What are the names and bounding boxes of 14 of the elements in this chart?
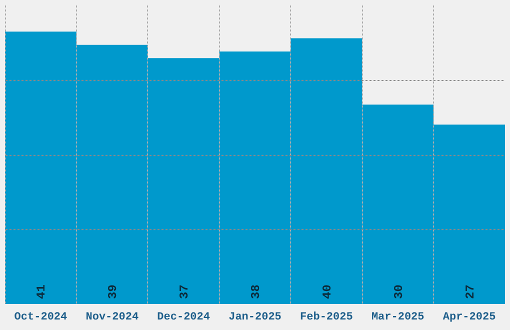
data-label: 30 — [392, 284, 406, 299]
x-tick-label: Oct-2024 — [14, 312, 68, 324]
data-label: 27 — [463, 284, 478, 299]
data-label: 41 — [34, 284, 49, 299]
data-label: 37 — [178, 284, 192, 299]
x-tick-label: Mar-2025 — [371, 312, 425, 324]
x-tick-label: Apr-2025 — [442, 312, 496, 324]
x-tick-label: Feb-2025 — [300, 312, 354, 324]
data-label: 39 — [106, 284, 120, 299]
x-tick-label: Nov-2024 — [86, 312, 139, 324]
x-tick-label: Dec-2024 — [157, 312, 210, 324]
x-tick-label: Jan-2025 — [228, 312, 282, 324]
data-label: 38 — [249, 284, 263, 299]
data-label: 40 — [320, 284, 334, 299]
